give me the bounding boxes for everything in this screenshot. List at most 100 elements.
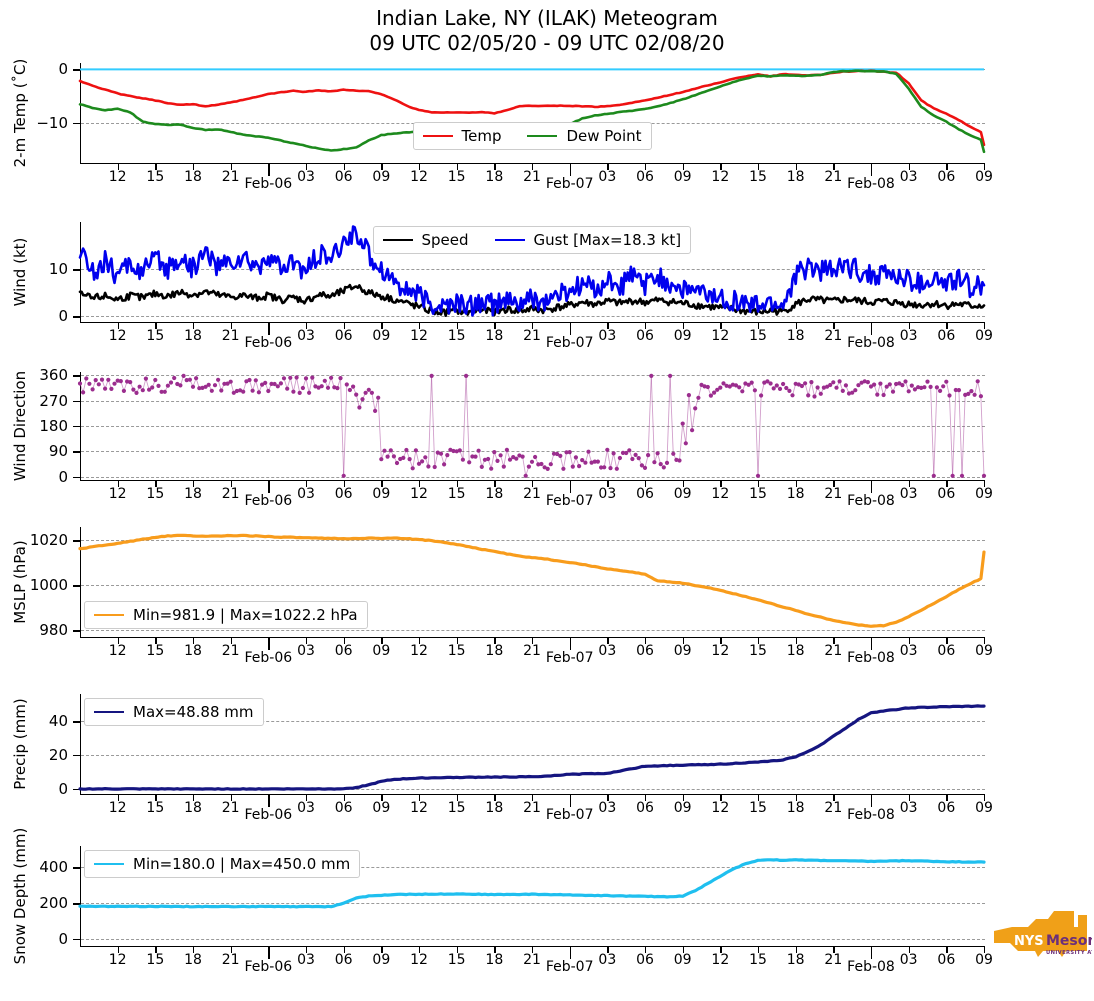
x-tick-mark: [193, 480, 195, 487]
x-tick-label: 15: [447, 328, 466, 344]
x-tick-mark: [795, 794, 797, 801]
x-tick-mark: [343, 480, 345, 487]
y-tick-mark: [73, 540, 80, 542]
legend-item-min-981-9-max-1022-2-hpa[interactable]: Min=981.9 | Max=1022.2 hPa: [94, 606, 358, 624]
x-tick-label: 06: [334, 328, 353, 344]
x-tick-label: 21: [221, 800, 240, 816]
y-tick-mark: [73, 788, 80, 791]
x-tick-mark: [984, 163, 986, 170]
x-tick-mark: [155, 163, 157, 170]
x-tick-mark: [833, 322, 835, 329]
legend-wind[interactable]: Speed Gust [Max=18.3 kt]: [372, 226, 692, 254]
x-tick-mark: [946, 480, 948, 487]
legend-temperature[interactable]: Temp Dew Point: [412, 122, 652, 150]
legend-item-speed[interactable]: Speed: [382, 231, 469, 249]
legend-item-temp[interactable]: Temp: [422, 127, 501, 145]
x-tick-mark: [419, 946, 421, 953]
plot-area-wind_direction: [80, 372, 985, 481]
x-tick-label: 09: [673, 952, 692, 968]
x-tick-mark: [871, 322, 873, 335]
legend-snow_depth[interactable]: Min=180.0 | Max=450.0 mm: [84, 850, 361, 878]
x-tick-mark: [984, 322, 986, 329]
x-tick-label: 12: [108, 169, 127, 185]
legend-item-min-180-0-max-450-0-mm[interactable]: Min=180.0 | Max=450.0 mm: [94, 855, 350, 873]
x-tick-label: Feb-06: [244, 959, 293, 975]
x-tick-mark: [381, 794, 383, 801]
x-tick-mark: [268, 322, 270, 335]
logo-subtitle-text: UNIVERSITY AT ALBANY: [1046, 950, 1092, 956]
legend-precip[interactable]: Max=48.88 mm: [84, 698, 264, 726]
y-tick-mark: [73, 585, 80, 587]
x-tick-label: Feb-06: [244, 176, 293, 192]
x-tick-mark: [795, 480, 797, 487]
legend-item-gust-max-18-3-kt[interactable]: Gust [Max=18.3 kt]: [494, 231, 682, 249]
x-tick-mark: [532, 946, 534, 953]
x-tick-label: 18: [786, 952, 805, 968]
x-tick-mark: [155, 637, 157, 644]
x-tick-label: 18: [184, 328, 202, 344]
x-tick-mark: [871, 163, 873, 176]
x-tick-label: 03: [297, 800, 315, 816]
x-tick-label: 12: [711, 800, 730, 816]
x-tick-label: 21: [824, 486, 843, 502]
legend-label: Min=981.9 | Max=1022.2 hPa: [133, 606, 358, 624]
x-tick-mark: [343, 322, 345, 329]
x-tick-mark: [268, 163, 270, 176]
title-line-2: 09 UTC 02/05/20 - 09 UTC 02/08/20: [369, 31, 725, 55]
y-tick-label: 0: [58, 779, 68, 798]
y-tick-label: 10: [48, 260, 68, 279]
legend-item-dew-point[interactable]: Dew Point: [527, 127, 642, 145]
x-tick-mark: [720, 946, 722, 953]
x-tick-mark: [758, 322, 760, 329]
x-tick-mark: [343, 946, 345, 953]
y-axis-label-precip: Precip (mm): [11, 698, 29, 790]
x-tick-label: 09: [975, 486, 993, 502]
x-tick-mark: [419, 163, 421, 170]
x-tick-label: 12: [711, 643, 730, 659]
x-tick-mark: [569, 794, 571, 807]
x-tick-mark: [155, 480, 157, 487]
x-tick-mark: [456, 794, 458, 801]
legend-label: Gust [Max=18.3 kt]: [533, 231, 682, 249]
x-tick-label: 12: [108, 486, 127, 502]
x-tick-mark: [117, 480, 119, 487]
y-tick-label: 0: [58, 929, 68, 948]
legend-item-max-48-88-mm[interactable]: Max=48.88 mm: [94, 703, 254, 721]
x-tick-mark: [193, 794, 195, 801]
gridline: [81, 476, 985, 478]
x-tick-mark: [908, 163, 910, 170]
x-tick-mark: [230, 322, 232, 329]
x-tick-mark: [758, 480, 760, 487]
x-tick-mark: [306, 946, 308, 953]
x-tick-label: Feb-08: [847, 650, 895, 666]
x-tick-label: 18: [485, 328, 504, 344]
x-tick-label: 21: [221, 486, 240, 502]
x-tick-label: 09: [372, 800, 391, 816]
y-tick-label: 980: [39, 621, 68, 640]
x-tick-label: 03: [598, 952, 617, 968]
x-tick-label: Feb-07: [545, 807, 594, 823]
y-tick-label: 0: [58, 467, 68, 486]
y-axis-label-wind_direction: Wind Direction: [11, 370, 29, 482]
x-tick-label: 15: [447, 952, 466, 968]
x-tick-label: 15: [447, 169, 466, 185]
legend-mslp[interactable]: Min=981.9 | Max=1022.2 hPa: [84, 601, 368, 629]
x-tick-mark: [306, 322, 308, 329]
x-tick-label: 15: [749, 328, 767, 344]
x-tick-mark: [946, 163, 948, 170]
x-tick-label: 03: [297, 486, 315, 502]
x-tick-mark: [720, 794, 722, 801]
x-tick-label: 15: [447, 643, 466, 659]
legend-swatch-icon: [94, 863, 124, 865]
x-tick-mark: [645, 637, 647, 644]
x-tick-label: 15: [749, 952, 767, 968]
y-tick-label: 1020: [29, 531, 68, 550]
y-tick-mark: [73, 476, 80, 479]
x-tick-label: 18: [786, 328, 805, 344]
y-tick-mark: [73, 375, 80, 377]
y-tick-label: −10: [36, 113, 68, 132]
x-tick-mark: [795, 637, 797, 644]
x-tick-mark: [268, 480, 270, 493]
x-tick-label: 03: [297, 952, 315, 968]
